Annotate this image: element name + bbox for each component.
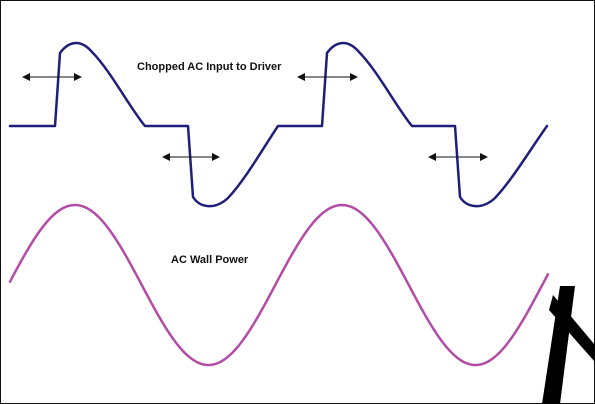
chopped-ac-label: Chopped AC Input to Driver	[137, 61, 282, 73]
chopped-ac-wave	[8, 41, 549, 208]
watermark-mark	[542, 286, 595, 404]
ac-wall-power-wave	[8, 203, 550, 367]
ac-wall-power-label: AC Wall Power	[171, 254, 249, 266]
